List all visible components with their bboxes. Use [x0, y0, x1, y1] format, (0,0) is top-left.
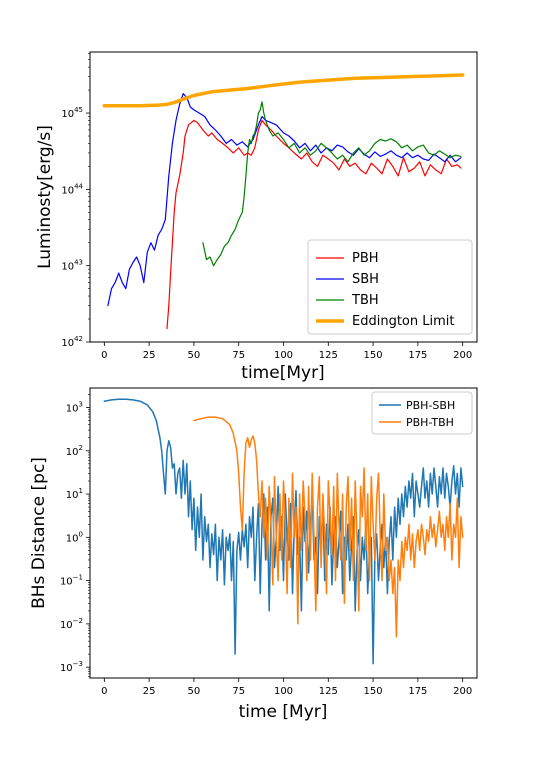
y-tick-label: 103: [66, 400, 83, 414]
luminosity-chart: 0 25 50 75 100 125 150 175 200 1042104310441045 …: [35, 51, 478, 383]
y-tick-label: 10−1: [60, 574, 83, 588]
x-tick-label: 25: [143, 686, 156, 697]
series-line-pbh: [166, 119, 462, 330]
luminosity-legend: PBH SBH TBH Eddington Limit: [307, 239, 473, 335]
y-tick-label: 10−3: [60, 660, 83, 674]
y-tick-label: 100: [66, 530, 83, 544]
x-tick-label: 200: [453, 686, 472, 697]
distance-legend-box: [371, 391, 473, 435]
luminosity-series-group: [102, 73, 465, 330]
series-line-pbh-tbh: [193, 416, 464, 638]
x-tick-label: 200: [453, 350, 472, 361]
distance-series-group: [103, 398, 464, 665]
x-tick-label: 0: [101, 686, 107, 697]
legend-label-tbh: TBH: [351, 293, 379, 308]
series-line-sbh: [107, 92, 462, 307]
y-tick-label: 1044: [61, 182, 83, 196]
distance-x-axis-label: time [Myr]: [239, 702, 328, 722]
x-tick-label: 175: [408, 350, 427, 361]
luminosity-y-axis-label: Luminosty[erg/s]: [35, 125, 55, 269]
distance-x-ticks: 0 25 50 75 100 125 150 175 200: [101, 678, 472, 697]
x-tick-label: 125: [319, 350, 338, 361]
legend-label-pbh: PBH: [352, 251, 379, 266]
luminosity-x-ticks: 0 25 50 75 100 125 150 175 200: [101, 342, 472, 361]
x-tick-label: 175: [408, 686, 427, 697]
series-line-eddington-limit: [102, 73, 465, 108]
x-tick-label: 50: [188, 686, 201, 697]
x-tick-label: 150: [364, 350, 383, 361]
legend-label-sbh: SBH: [352, 272, 379, 287]
distance-legend: PBH-SBH PBH-TBH: [371, 391, 473, 435]
distance-y-ticks: 10−3 10−2 10−1 100 101 102 103: [60, 394, 90, 678]
y-tick-label: 10−2: [60, 617, 83, 631]
distance-chart: 0 25 50 75 100 125 150 175 200 10−310−210−110010…: [29, 387, 478, 722]
x-tick-label: 125: [319, 686, 338, 697]
y-tick-label: 1042: [61, 335, 83, 349]
legend-label-eddington: Eddington Limit: [352, 314, 454, 329]
x-tick-label: 75: [232, 686, 245, 697]
x-tick-label: 150: [364, 686, 383, 697]
x-tick-label: 0: [101, 350, 107, 361]
x-tick-label: 100: [274, 350, 293, 361]
luminosity-legend-box: [307, 239, 473, 335]
legend-label-pbh-tbh: PBH-TBH: [406, 416, 454, 429]
y-tick-label: 1043: [61, 259, 83, 273]
x-tick-label: 75: [232, 350, 245, 361]
x-tick-label: 100: [274, 686, 293, 697]
luminosity-x-axis-label: time[Myr]: [241, 363, 324, 383]
y-tick-label: 1045: [61, 106, 83, 120]
y-tick-label: 102: [66, 444, 83, 458]
legend-label-pbh-sbh: PBH-SBH: [406, 399, 455, 412]
luminosity-y-ticks: 1042 1043 1044 1045: [61, 53, 90, 349]
distance-y-axis-label: BHs Distance [pc]: [29, 457, 49, 609]
y-tick-label: 101: [66, 487, 83, 501]
series-line-tbh: [202, 101, 462, 267]
distance-plot-area: [90, 388, 477, 678]
x-tick-label: 50: [188, 350, 201, 361]
x-tick-label: 25: [143, 350, 156, 361]
